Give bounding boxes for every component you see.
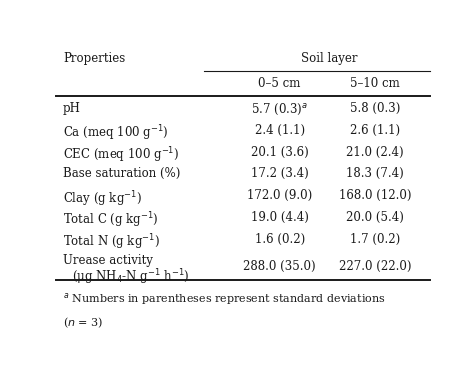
Text: 227.0 (22.0): 227.0 (22.0) xyxy=(339,260,411,273)
Text: 20.0 (5.4): 20.0 (5.4) xyxy=(346,211,404,224)
Text: Soil layer: Soil layer xyxy=(301,52,357,65)
Text: 5.7 (0.3)$^{a}$: 5.7 (0.3)$^{a}$ xyxy=(251,102,308,117)
Text: 2.6 (1.1): 2.6 (1.1) xyxy=(350,124,400,137)
Text: 1.7 (0.2): 1.7 (0.2) xyxy=(350,232,401,246)
Text: ($n$ = 3): ($n$ = 3) xyxy=(63,315,103,330)
Text: 18.3 (7.4): 18.3 (7.4) xyxy=(346,167,404,180)
Text: 288.0 (35.0): 288.0 (35.0) xyxy=(243,260,316,273)
Text: 19.0 (4.4): 19.0 (4.4) xyxy=(251,211,309,224)
Text: 20.1 (3.6): 20.1 (3.6) xyxy=(251,145,309,158)
Text: 1.6 (0.2): 1.6 (0.2) xyxy=(255,232,305,246)
Text: 172.0 (9.0): 172.0 (9.0) xyxy=(247,189,312,202)
Text: Total C (g kg$^{-1}$): Total C (g kg$^{-1}$) xyxy=(63,211,159,230)
Text: pH: pH xyxy=(63,102,81,115)
Text: 2.4 (1.1): 2.4 (1.1) xyxy=(255,124,305,137)
Text: 17.2 (3.4): 17.2 (3.4) xyxy=(251,167,309,180)
Text: $^{a}$ Numbers in parentheses represent standard deviations: $^{a}$ Numbers in parentheses represent … xyxy=(63,291,385,307)
Text: 0–5 cm: 0–5 cm xyxy=(258,77,301,90)
Text: 168.0 (12.0): 168.0 (12.0) xyxy=(339,189,411,202)
Text: Clay (g kg$^{-1}$): Clay (g kg$^{-1}$) xyxy=(63,189,142,209)
Text: Base saturation (%): Base saturation (%) xyxy=(63,167,180,180)
Text: Urease activity: Urease activity xyxy=(63,254,153,267)
Text: CEC (meq 100 g$^{-1}$): CEC (meq 100 g$^{-1}$) xyxy=(63,145,179,165)
Text: (μg NH$_{4}$-N g$^{-1}$ h$^{-1}$): (μg NH$_{4}$-N g$^{-1}$ h$^{-1}$) xyxy=(72,268,190,288)
Text: Ca (meq 100 g$^{-1}$): Ca (meq 100 g$^{-1}$) xyxy=(63,124,169,143)
Text: Properties: Properties xyxy=(63,52,125,65)
Text: Total N (g kg$^{-1}$): Total N (g kg$^{-1}$) xyxy=(63,232,160,252)
Text: 21.0 (2.4): 21.0 (2.4) xyxy=(346,145,404,158)
Text: 5–10 cm: 5–10 cm xyxy=(350,77,400,90)
Text: 5.8 (0.3): 5.8 (0.3) xyxy=(350,102,401,115)
